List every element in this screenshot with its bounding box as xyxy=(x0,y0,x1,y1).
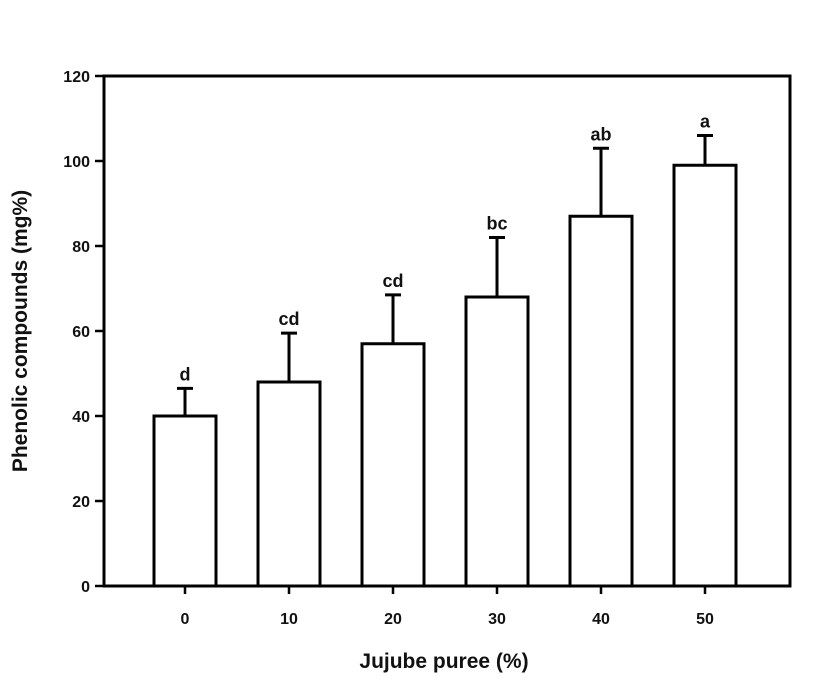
x-tick-label: 50 xyxy=(696,611,714,628)
x-tick-label: 20 xyxy=(384,611,402,628)
bar xyxy=(568,214,634,588)
significance-label: bc xyxy=(486,214,507,234)
y-axis: 0 20 40 60 80 100 120 xyxy=(63,69,104,596)
bar xyxy=(464,295,530,588)
significance-label: d xyxy=(180,364,191,384)
significance-label: cd xyxy=(278,309,299,329)
x-tick-label: 30 xyxy=(488,611,506,628)
significance-label: ab xyxy=(590,124,611,144)
y-tick-label: 20 xyxy=(72,494,90,511)
significance-label: a xyxy=(700,112,711,132)
x-tick-label: 40 xyxy=(592,611,610,628)
bar xyxy=(256,380,322,588)
x-axis-title: Jujube puree (%) xyxy=(359,650,528,673)
x-tick-label: 10 xyxy=(280,611,298,628)
y-tick-label: 100 xyxy=(63,154,90,171)
bar xyxy=(152,414,218,588)
x-axis: 0 10 20 30 40 50 xyxy=(181,586,714,628)
y-tick-label: 80 xyxy=(72,239,90,256)
y-tick-label: 60 xyxy=(72,324,90,341)
y-tick-label: 40 xyxy=(72,409,90,426)
significance-label: cd xyxy=(382,271,403,291)
bar xyxy=(672,163,738,588)
y-tick-label: 120 xyxy=(63,69,90,86)
plot-frame xyxy=(102,74,792,588)
y-axis-title: Phenolic compounds (mg%) xyxy=(9,190,32,472)
bars-group: d cd cd bc ab a xyxy=(152,112,738,588)
y-tick-label: 0 xyxy=(81,579,90,596)
bar xyxy=(360,342,426,588)
x-tick-label: 0 xyxy=(181,611,190,628)
